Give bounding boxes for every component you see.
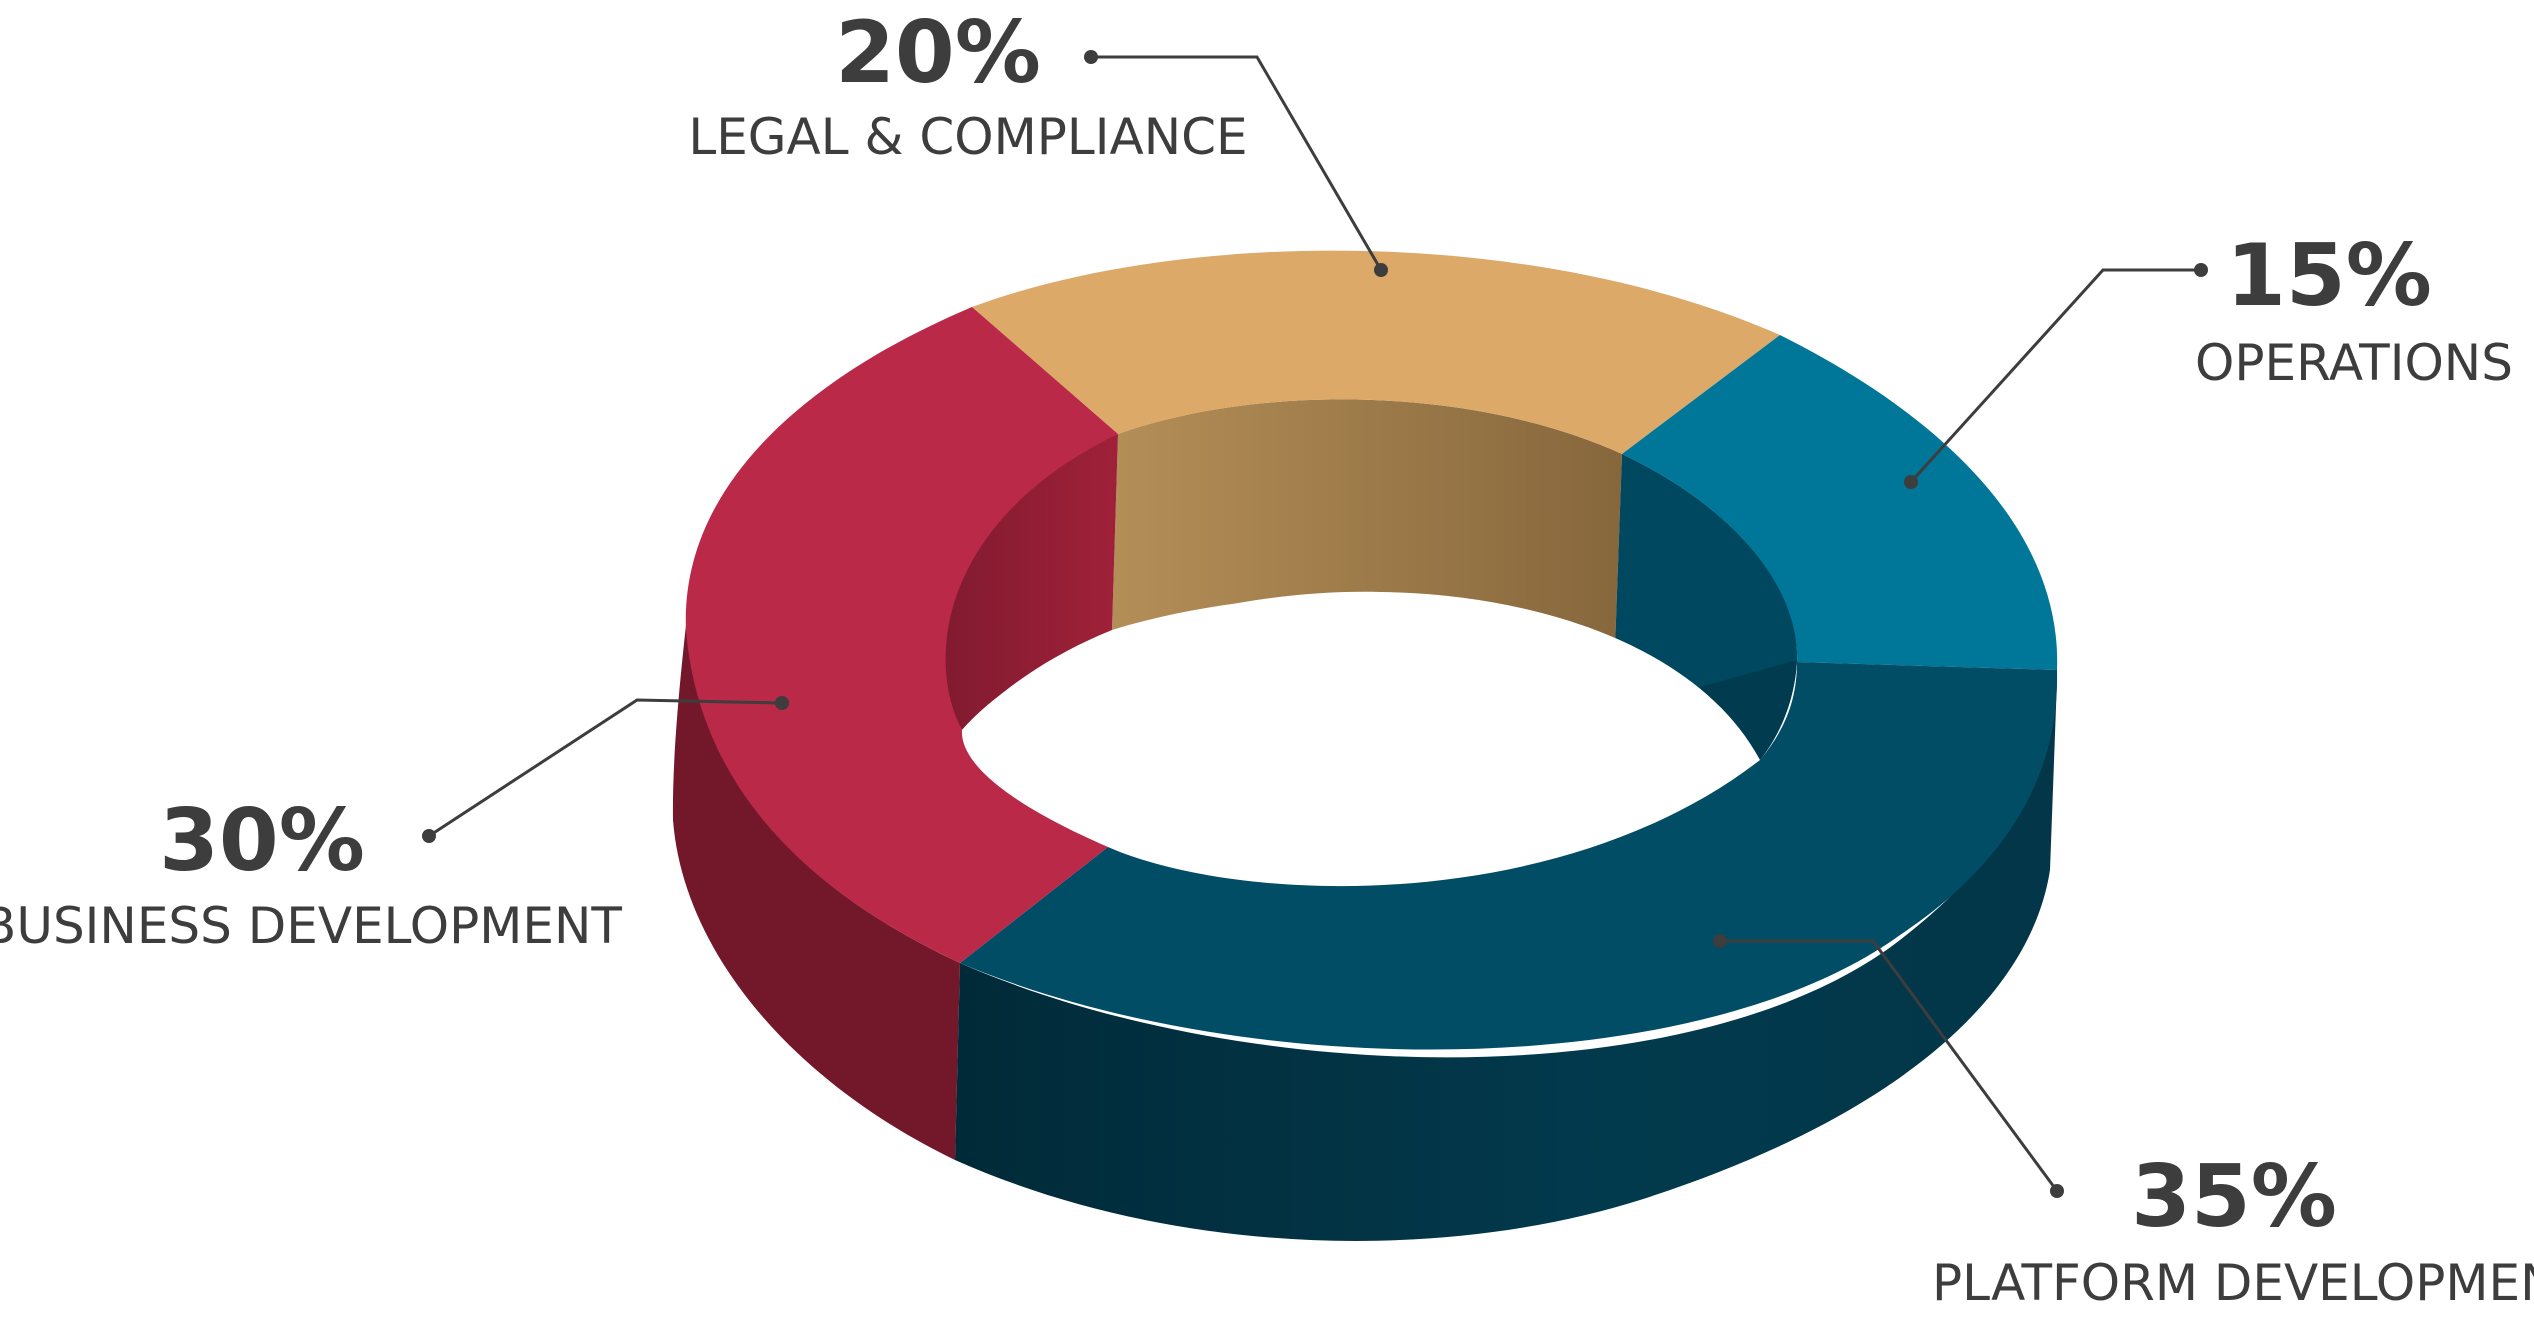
leader-dot-operations-slice (1904, 475, 1918, 489)
leader-dot-platform-development-slice (1713, 934, 1727, 948)
leader-dot-legal-compliance-label (1084, 50, 1098, 64)
slice-business-development-inner-wall (930, 434, 1118, 730)
leader-line-legal-compliance (1091, 55, 1383, 271)
donut-body (672, 250, 2058, 1241)
donut-hole (962, 591, 1760, 903)
slice-legal-compliance-top (972, 250, 1780, 454)
category-label-legal-compliance: LEGAL & COMPLIANCE (688, 108, 1247, 166)
percent-label-operations: 15% (2226, 226, 2432, 326)
leader-dot-business-development-label (422, 829, 436, 843)
leader-dot-platform-development-label (2050, 1184, 2064, 1198)
leader-line-operations (1909, 268, 2201, 484)
category-label-platform-development: PLATFORM DEVELOPMENT (1932, 1254, 2534, 1312)
leader-lines (422, 50, 2208, 1198)
slice-platform-development-top (960, 662, 2058, 1050)
slice-operations-top (1622, 335, 2058, 670)
leader-line-platform-development (1720, 939, 2059, 1192)
category-label-operations: OPERATIONS (2195, 334, 2513, 392)
leader-dot-operations-label (2194, 263, 2208, 277)
percent-label-platform-development: 35% (2131, 1147, 2337, 1247)
slice-platform-development-outer-wall (955, 680, 2057, 1241)
leader-dot-business-development-slice (775, 696, 789, 710)
slice-legal-compliance-inner-wall (1112, 399, 1622, 648)
slice-labels: 20% LEGAL & COMPLIANCE 15% OPERATIONS 35… (0, 3, 2534, 1312)
slice-platform-development-inner-wall (1690, 660, 1797, 760)
leader-line-business-development (428, 698, 783, 838)
leader-dot-legal-compliance-slice (1374, 263, 1388, 277)
category-label-business-development: BUSINESS DEVELOPMENT (0, 897, 622, 955)
slice-business-development-outer-wall (672, 625, 960, 1160)
percent-label-legal-compliance: 20% (835, 3, 1041, 103)
percent-label-business-development: 30% (159, 791, 365, 891)
slice-business-development-top (685, 307, 1118, 963)
